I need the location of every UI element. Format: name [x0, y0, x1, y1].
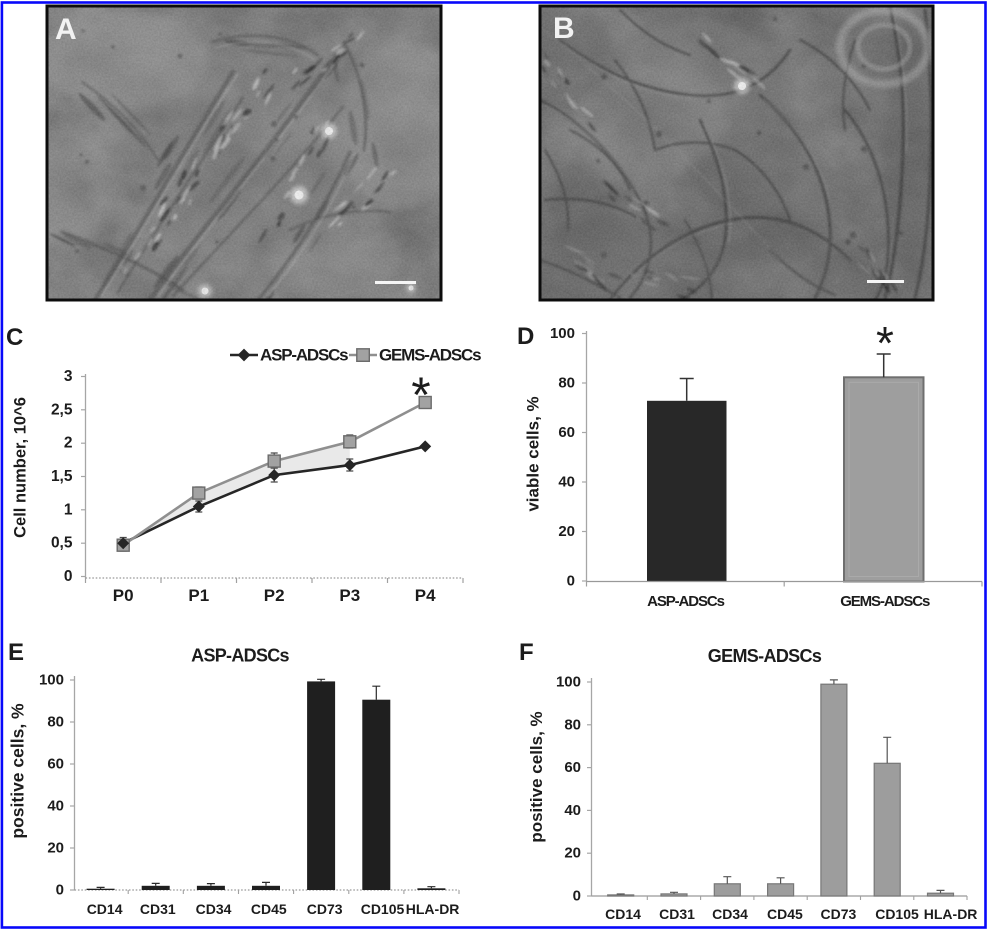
svg-text:1: 1 [64, 501, 73, 518]
svg-text:CD34: CD34 [712, 906, 748, 922]
svg-text:0: 0 [64, 568, 73, 585]
svg-text:viable cells, %: viable cells, % [524, 396, 543, 511]
svg-text:100: 100 [39, 672, 64, 689]
svg-text:HLA-DR: HLA-DR [406, 901, 460, 917]
svg-text:60: 60 [47, 756, 64, 773]
svg-text:GEMS-ADSCs: GEMS-ADSCs [708, 646, 822, 666]
svg-text:80: 80 [558, 375, 575, 392]
svg-text:P3: P3 [339, 586, 360, 605]
svg-text:80: 80 [47, 714, 64, 731]
svg-text:positive cells, %: positive cells, % [8, 703, 28, 839]
svg-text:0: 0 [573, 888, 581, 905]
svg-text:CD31: CD31 [659, 906, 695, 922]
svg-text:20: 20 [558, 523, 575, 540]
svg-text:GEMS-ADSCs: GEMS-ADSCs [840, 593, 930, 610]
svg-text:*: * [876, 317, 894, 369]
svg-text:CD73: CD73 [307, 901, 343, 917]
svg-text:2,5: 2,5 [51, 401, 73, 418]
svg-text:positive cells, %: positive cells, % [527, 711, 546, 842]
svg-text:0,5: 0,5 [51, 535, 73, 552]
svg-text:CD45: CD45 [767, 906, 803, 922]
svg-text:100: 100 [556, 674, 581, 691]
svg-text:CD105: CD105 [361, 901, 405, 917]
svg-text:Cell number, 10^6: Cell number, 10^6 [12, 397, 30, 538]
svg-text:40: 40 [47, 798, 64, 815]
svg-text:0: 0 [56, 882, 64, 899]
svg-text:E: E [8, 639, 24, 666]
svg-text:3: 3 [64, 368, 73, 385]
svg-text:0: 0 [567, 573, 575, 590]
svg-text:P0: P0 [113, 586, 134, 605]
svg-text:F: F [519, 639, 534, 666]
svg-text:B: B [553, 12, 575, 45]
svg-text:40: 40 [558, 474, 575, 491]
svg-text:D: D [517, 323, 534, 350]
svg-text:60: 60 [558, 424, 575, 441]
svg-text:CD14: CD14 [605, 906, 641, 922]
svg-text:C: C [6, 324, 23, 351]
svg-text:HLA-DR: HLA-DR [924, 906, 978, 922]
svg-text:CD105: CD105 [875, 906, 919, 922]
svg-text:P4: P4 [415, 586, 436, 605]
svg-text:60: 60 [564, 759, 581, 776]
svg-text:CD31: CD31 [140, 901, 176, 917]
svg-text:100: 100 [550, 325, 575, 342]
svg-text:20: 20 [47, 840, 64, 857]
svg-text:GEMS-ADSCs: GEMS-ADSCs [379, 346, 481, 365]
svg-text:2: 2 [64, 435, 73, 452]
svg-text:80: 80 [564, 716, 581, 733]
svg-text:*: * [411, 367, 430, 423]
svg-text:P2: P2 [264, 586, 285, 605]
svg-text:CD73: CD73 [821, 906, 857, 922]
svg-text:ASP-ADSCs: ASP-ADSCs [647, 593, 725, 610]
svg-text:A: A [55, 13, 77, 46]
svg-text:1,5: 1,5 [51, 468, 73, 485]
svg-text:P1: P1 [188, 586, 209, 605]
svg-text:20: 20 [564, 845, 581, 862]
svg-text:CD14: CD14 [87, 901, 123, 917]
svg-text:ASP-ADSCs: ASP-ADSCs [191, 646, 289, 666]
svg-text:ASP-ADSCs: ASP-ADSCs [260, 346, 348, 365]
svg-text:CD45: CD45 [251, 901, 287, 917]
svg-text:CD34: CD34 [196, 901, 232, 917]
svg-text:40: 40 [564, 802, 581, 819]
